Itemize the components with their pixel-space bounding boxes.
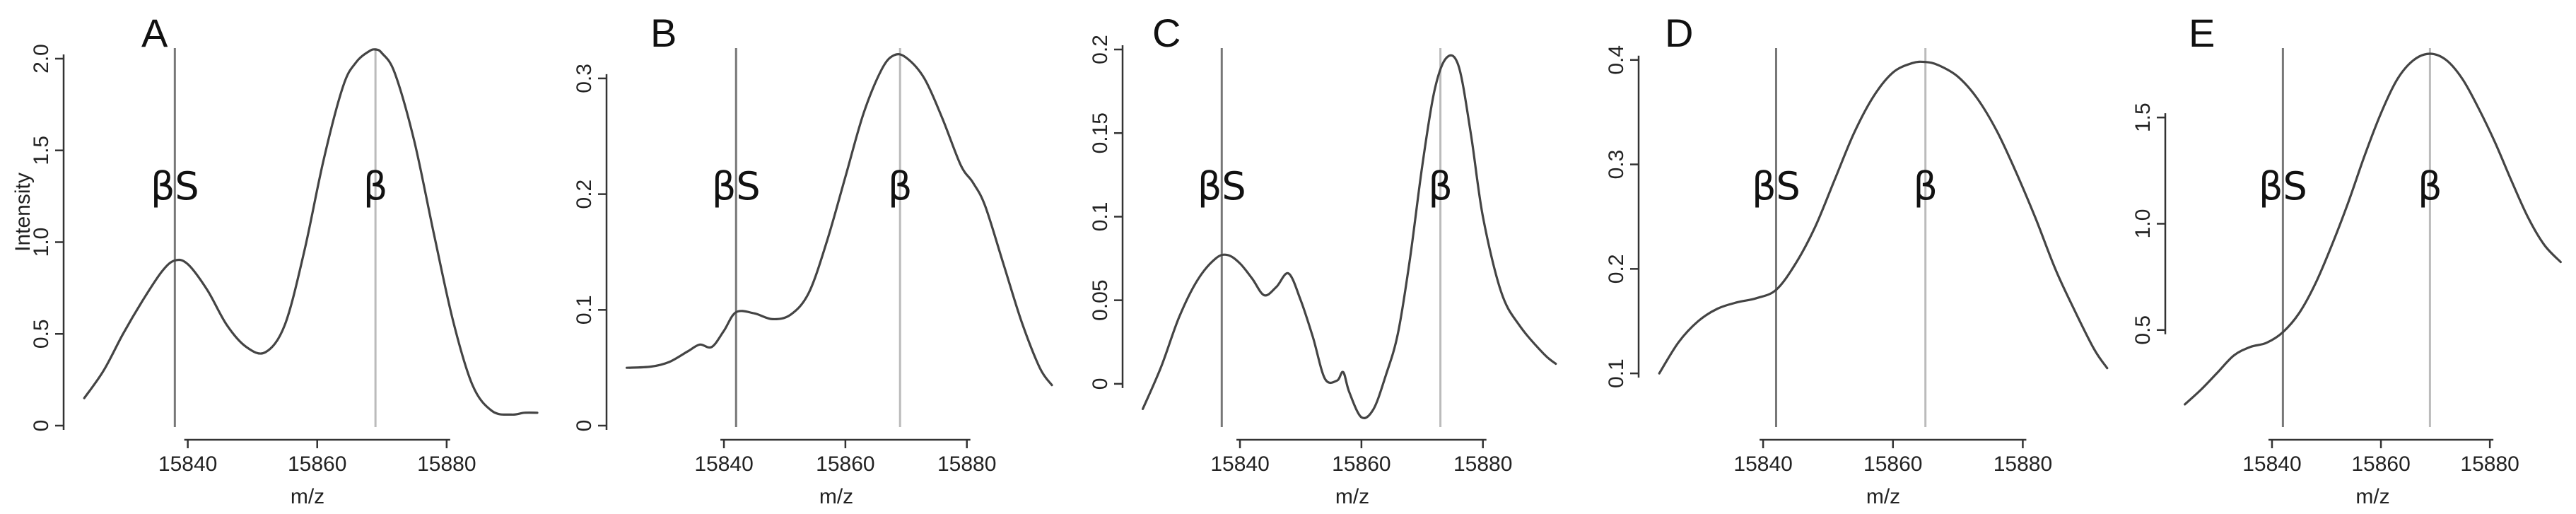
panel-b-letter: B bbox=[650, 11, 677, 55]
panel-a-spectrum-line-0 bbox=[83, 48, 539, 416]
panel-e-beta-label: β bbox=[2418, 164, 2442, 209]
panel-a-beta-label: β bbox=[363, 164, 387, 209]
panel-e-spectrum-line-0 bbox=[2184, 52, 2562, 406]
panel-c-y-tick-label: 0 bbox=[1089, 378, 1112, 390]
panel-c-y-tick-label: 0.2 bbox=[1089, 35, 1112, 64]
panel-a-x-tick-label: 15880 bbox=[417, 452, 476, 476]
panel-e-y-tick-label: 1.5 bbox=[2131, 103, 2155, 132]
panel-d: D 0.1 0.2 0.3 0.4 15840 15860 15880 m/z βS β bbox=[1605, 11, 2109, 508]
panel-c-x-tick-label: 15860 bbox=[1332, 452, 1391, 476]
panel-a-beta-s-label: βS bbox=[151, 164, 199, 209]
panel-b: B 0 0.1 0.2 0.3 15840 15860 15880 m/z βS β bbox=[573, 11, 1053, 508]
panel-e-x-tick-label: 15860 bbox=[2351, 452, 2410, 476]
panel-a-x-tick-label: 15860 bbox=[288, 452, 346, 476]
panel-d-beta-label: β bbox=[1913, 164, 1937, 209]
panel-b-x-tick-label: 15840 bbox=[694, 452, 753, 476]
panel-a-y-tick-label: 0 bbox=[30, 420, 53, 432]
panel-a-y-tick-label: 2.0 bbox=[30, 44, 53, 74]
panel-b-x-axis-title: m/z bbox=[819, 485, 853, 508]
panels: A 0 0.5 1.0 1.5 2.0 15840 15860 15880 m/z βS β B 0 0.1… bbox=[30, 11, 2562, 508]
panel-b-y-tick-label: 0 bbox=[573, 420, 596, 432]
panel-c-x-tick-label: 15880 bbox=[1453, 452, 1512, 476]
panel-c-beta-label: β bbox=[1428, 164, 1452, 209]
panel-b-y-tick-label: 0.1 bbox=[573, 295, 596, 325]
panel-d-x-axis-title: m/z bbox=[1866, 485, 1900, 508]
panel-c-spectrum-line-0 bbox=[1142, 54, 1557, 419]
panel-c-y-tick-label: 0.1 bbox=[1089, 202, 1112, 232]
panel-e-y-tick-label: 0.5 bbox=[2131, 315, 2155, 345]
panel-a-x-tick-label: 15840 bbox=[158, 452, 217, 476]
panel-c-y-tick-label: 0.05 bbox=[1089, 279, 1112, 320]
panel-a: A 0 0.5 1.0 1.5 2.0 15840 15860 15880 m/z βS β bbox=[30, 11, 539, 508]
panel-c-x-tick-label: 15840 bbox=[1210, 452, 1269, 476]
panel-d-x-tick-label: 15880 bbox=[1994, 452, 2052, 476]
y-axis-title: Intensity bbox=[11, 173, 35, 252]
panel-a-y-tick-label: 0.5 bbox=[30, 319, 53, 349]
panel-b-y-tick-label: 0.2 bbox=[573, 180, 596, 209]
panel-b-x-tick-label: 15860 bbox=[816, 452, 874, 476]
panel-c: C 0 0.05 0.1 0.15 0.2 15840 15860 15880 m/z βS β bbox=[1089, 11, 1557, 508]
panel-c-beta-s-label: βS bbox=[1198, 164, 1246, 209]
panel-c-y-tick-label: 0.15 bbox=[1089, 112, 1112, 153]
panel-d-y-tick-label: 0.1 bbox=[1605, 358, 1628, 388]
panel-b-spectrum-line-0 bbox=[626, 53, 1053, 387]
panel-d-y-tick-label: 0.4 bbox=[1605, 45, 1628, 75]
panel-e-beta-s-label: βS bbox=[2259, 164, 2307, 209]
panel-c-x-axis-title: m/z bbox=[1335, 485, 1369, 508]
panel-d-x-tick-label: 15860 bbox=[1863, 452, 1922, 476]
panel-b-beta-label: β bbox=[888, 164, 912, 209]
panel-e-x-tick-label: 15880 bbox=[2460, 452, 2519, 476]
panel-d-x-tick-label: 15840 bbox=[1733, 452, 1792, 476]
panel-e-x-axis-title: m/z bbox=[2355, 485, 2389, 508]
panel-a-x-axis-title: m/z bbox=[291, 485, 324, 508]
panel-a-y-tick-label: 1.5 bbox=[30, 136, 53, 165]
panel-d-beta-s-label: βS bbox=[1752, 164, 1801, 209]
panel-b-x-tick-label: 15880 bbox=[937, 452, 996, 476]
panel-b-y-tick-label: 0.3 bbox=[573, 64, 596, 93]
panel-d-y-tick-label: 0.2 bbox=[1605, 254, 1628, 284]
panel-d-spectrum-line-0 bbox=[1658, 60, 2109, 375]
panel-c-letter: C bbox=[1152, 11, 1181, 55]
panel-e: E 0.5 1.0 1.5 15840 15860 15880 m/z βS β bbox=[2131, 11, 2562, 508]
panel-d-y-tick-label: 0.3 bbox=[1605, 150, 1628, 180]
panel-e-y-tick-label: 1.0 bbox=[2131, 209, 2155, 239]
panel-e-x-tick-label: 15840 bbox=[2242, 452, 2301, 476]
panel-a-y-tick-label: 1.0 bbox=[30, 228, 53, 257]
panel-a-letter: A bbox=[141, 11, 168, 55]
panel-e-letter: E bbox=[2189, 11, 2215, 55]
panel-b-beta-s-label: βS bbox=[712, 164, 761, 209]
panel-d-letter: D bbox=[1665, 11, 1693, 55]
